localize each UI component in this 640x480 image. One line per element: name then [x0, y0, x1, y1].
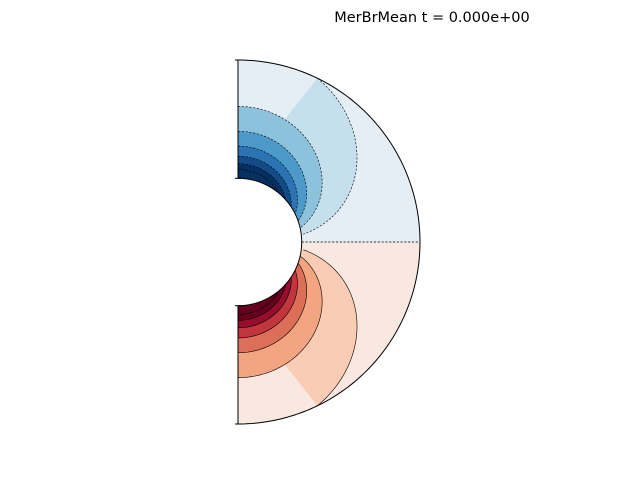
contour-line-south-6: [237, 284, 287, 321]
contour-line-north-1: [303, 78, 358, 235]
contour-line-south-3: [237, 263, 308, 354]
contour-line-south-2: [237, 256, 323, 378]
contour-line-south-5: [237, 277, 292, 329]
inner-boundary: [237, 177, 303, 307]
contour-line-south-4: [238, 270, 298, 339]
contour-line-north-5: [237, 155, 292, 207]
contour-line-south-7: [238, 291, 279, 315]
contour-line-north-6: [237, 163, 287, 200]
contour-line-south-1: [303, 249, 358, 406]
contour-lines: [237, 78, 420, 406]
annulus-boundary: [235, 59, 421, 425]
plot-title: MerBrMean t = 0.000e+00: [334, 10, 530, 26]
contour-line-north-7: [238, 169, 279, 193]
outer-boundary: [237, 59, 421, 425]
